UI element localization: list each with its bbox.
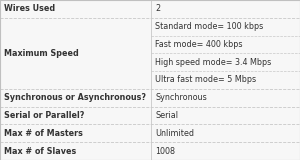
Text: Ultra fast mode= 5 Mbps: Ultra fast mode= 5 Mbps bbox=[155, 76, 256, 84]
Text: Serial or Parallel?: Serial or Parallel? bbox=[4, 111, 84, 120]
Text: Max # of Slaves: Max # of Slaves bbox=[4, 147, 76, 156]
Text: Max # of Masters: Max # of Masters bbox=[4, 129, 82, 138]
Text: Maximum Speed: Maximum Speed bbox=[4, 49, 78, 58]
Text: Unlimited: Unlimited bbox=[155, 129, 194, 138]
Text: Synchronous or Asynchronous?: Synchronous or Asynchronous? bbox=[4, 93, 146, 102]
Text: Fast mode= 400 kbps: Fast mode= 400 kbps bbox=[155, 40, 243, 49]
Text: Serial: Serial bbox=[155, 111, 178, 120]
Text: High speed mode= 3.4 Mbps: High speed mode= 3.4 Mbps bbox=[155, 58, 272, 67]
Text: Standard mode= 100 kbps: Standard mode= 100 kbps bbox=[155, 22, 264, 31]
Text: Wires Used: Wires Used bbox=[4, 4, 55, 13]
Text: 2: 2 bbox=[155, 4, 160, 13]
Text: Synchronous: Synchronous bbox=[155, 93, 207, 102]
Text: 1008: 1008 bbox=[155, 147, 176, 156]
